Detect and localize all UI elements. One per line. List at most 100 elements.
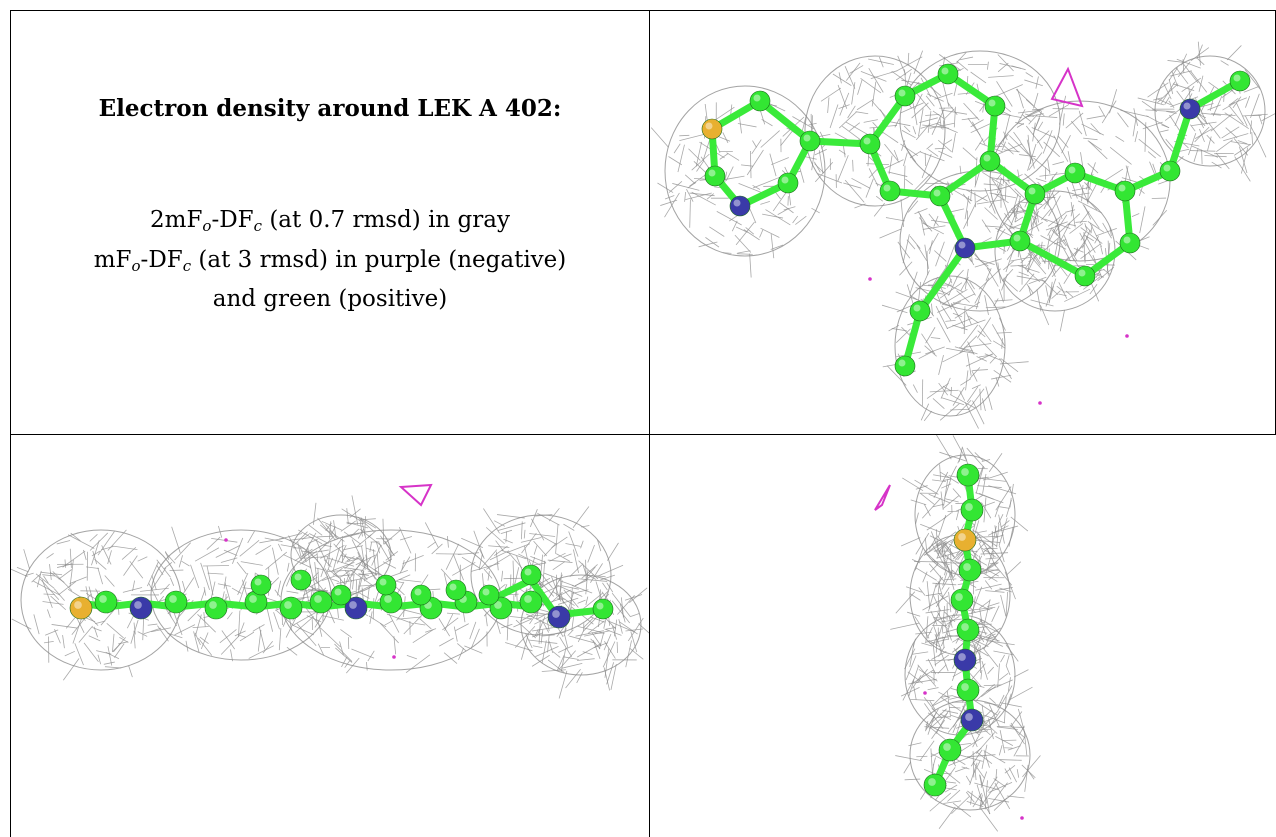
density-mesh-front-6: [881, 304, 908, 314]
density-mesh-front-7: [1006, 204, 1019, 220]
density-mesh-front-4: [1212, 95, 1223, 117]
density-mesh-front-5: [998, 289, 1004, 303]
line2-mid: -DF: [140, 247, 183, 273]
density-mesh-front-1: [903, 125, 911, 133]
density-mesh-front-4: [1222, 102, 1236, 111]
density-mesh-front-5: [950, 208, 965, 213]
density-mesh-end-1: [922, 571, 928, 583]
density-mesh-front-1: [854, 203, 866, 209]
density-mesh-front-7: [1036, 289, 1042, 312]
density-mesh-end-3: [980, 808, 999, 832]
density-mesh-side-4: [568, 531, 579, 557]
density-mesh-side-3: [317, 643, 325, 656]
atom-side-back-3: [375, 574, 397, 596]
density-mesh-end-1: [907, 611, 921, 617]
density-mesh-side-4: [533, 540, 548, 557]
density-mesh-front-4: [1244, 115, 1256, 136]
density-mesh-side-4: [585, 559, 587, 581]
density-mesh-front-5: [909, 235, 921, 249]
atom-end-5-highlight: [961, 623, 969, 631]
density-mesh-side-2: [308, 539, 318, 544]
density-mesh-side-0: [54, 629, 61, 644]
density-mesh-front-3: [1096, 228, 1117, 237]
density-mesh-front-2: [962, 147, 978, 161]
density-mesh-front-1: [852, 159, 854, 172]
density-mesh-side-5: [557, 655, 565, 671]
density-mesh-end-3: [965, 791, 975, 803]
density-mesh-end-0: [941, 483, 952, 489]
density-mesh-end-1: [934, 634, 942, 651]
density-mesh-side-3: [446, 612, 460, 615]
density-mesh-end-0: [924, 537, 928, 556]
atom-front-c15-highlight: [1118, 184, 1126, 192]
atom-end-5: [956, 618, 980, 642]
density-mesh-front-2: [970, 119, 984, 128]
density-mesh-side-1: [207, 572, 224, 575]
density-mesh-front-1: [887, 171, 908, 177]
density-mesh-front-6: [967, 315, 979, 324]
density-mesh-front-2: [1025, 125, 1039, 142]
density-mesh-front-6-outline: [894, 275, 1006, 417]
density-mesh-front-2: [1025, 99, 1045, 117]
density-mesh-end-1: [943, 545, 955, 558]
density-mesh-front-2: [1003, 149, 1020, 153]
density-mesh-side-1: [320, 554, 330, 578]
density-mesh-side-1: [199, 589, 206, 604]
density-mesh-side-0: [58, 569, 72, 580]
density-mesh-side-5: [585, 596, 589, 605]
grid-border-middle: [649, 10, 650, 837]
density-mesh-front-3: [1124, 165, 1129, 184]
density-mesh-front-1: [818, 150, 824, 174]
density-mesh-end-2: [907, 671, 923, 684]
density-mesh-end-1: [988, 570, 1001, 581]
density-mesh-front-4: [1160, 81, 1176, 105]
density-mesh-side-5: [558, 597, 579, 605]
density-mesh-side-2: [345, 572, 350, 585]
density-mesh-side-0: [123, 555, 138, 576]
density-mesh-side-0: [64, 559, 67, 568]
density-mesh-front-6: [901, 326, 912, 337]
density-mesh-end-0: [944, 498, 959, 503]
density-mesh-front-7: [1048, 195, 1061, 217]
density-mesh-side-1: [173, 612, 183, 636]
atom-side-2-highlight: [134, 601, 142, 609]
density-mesh-front-7: [1045, 285, 1049, 297]
atom-front-c4: [704, 165, 726, 187]
density-mesh-end-0: [942, 478, 952, 481]
density-mesh-front-4: [1232, 96, 1242, 109]
density-mesh-side-2: [322, 544, 332, 548]
density-mesh-side-0: [67, 534, 95, 549]
density-mesh-side-4: [483, 508, 500, 534]
density-mesh-side-3: [396, 608, 407, 621]
density-mesh-end-0: [998, 517, 1008, 546]
density-mesh-side-2: [355, 554, 376, 566]
density-mesh-end-1: [929, 535, 941, 542]
density-mesh-front-7: [1083, 231, 1085, 261]
atom-front-c10: [929, 185, 951, 207]
density-mesh-front-4: [1226, 45, 1242, 61]
density-mesh-side-5: [556, 626, 565, 638]
density-mesh-front-7: [1010, 264, 1026, 267]
density-mesh-end-1: [1006, 561, 1022, 575]
density-mesh-front-2: [927, 148, 939, 157]
density-mesh-front-5: [970, 189, 972, 202]
density-mesh-front-0: [668, 181, 683, 193]
density-mesh-front-6: [965, 312, 972, 325]
atom-front-c18: [1159, 160, 1181, 182]
density-mesh-front-1: [927, 110, 932, 133]
density-mesh-side-2: [320, 544, 345, 559]
density-mesh-side-0: [104, 575, 115, 587]
density-mesh-side-3: [388, 613, 400, 633]
density-mesh-front-5: [1031, 211, 1048, 222]
density-mesh-front-6: [967, 388, 985, 411]
density-mesh-end-2: [982, 647, 999, 668]
density-mesh-side-1: [283, 554, 311, 568]
density-mesh-end-3: [1023, 731, 1028, 756]
density-mesh-side-5: [546, 619, 550, 632]
density-mesh-side-0: [43, 575, 49, 584]
density-mesh-front-2: [1027, 113, 1044, 118]
density-mesh-side-0: [128, 665, 133, 678]
density-mesh-end-0: [977, 542, 986, 551]
density-mesh-side-3: [346, 556, 355, 562]
density-mesh-side-3: [403, 614, 423, 635]
